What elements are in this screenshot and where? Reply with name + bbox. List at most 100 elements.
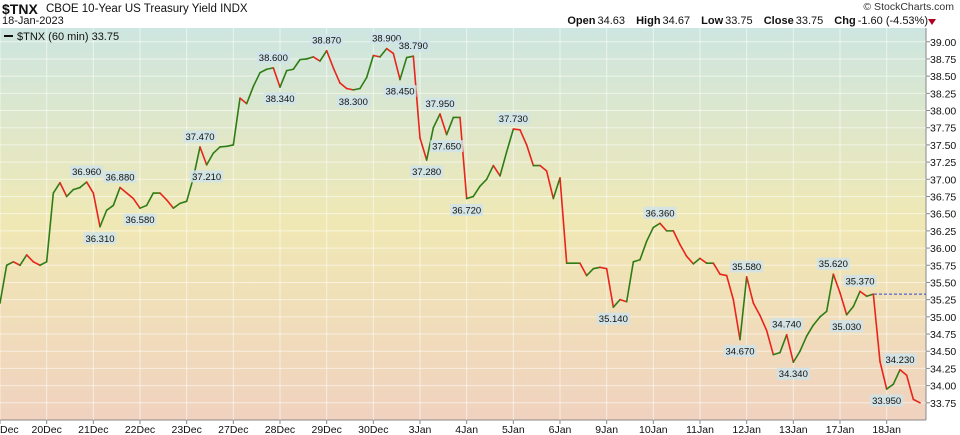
point-label-bg xyxy=(870,394,904,407)
price-segment xyxy=(679,243,688,258)
price-segment xyxy=(525,144,535,167)
y-tick-label: 35.50 xyxy=(930,277,956,289)
price-segment xyxy=(499,150,508,177)
point-label: 36.720 xyxy=(452,206,481,217)
x-tick-label: 22Dec xyxy=(125,424,155,435)
point-label-bg xyxy=(410,165,444,178)
y-tick-label: 33.75 xyxy=(930,398,956,410)
price-segment xyxy=(79,181,88,189)
price-segment xyxy=(799,335,808,353)
security-description: CBOE 10-Year US Treasury Yield INDX xyxy=(46,3,248,15)
price-segment xyxy=(905,374,915,401)
point-label: 36.310 xyxy=(85,234,114,245)
price-segment xyxy=(265,67,275,71)
price-segment xyxy=(65,188,75,198)
price-segment xyxy=(892,368,901,386)
x-tick-label: 4Jan xyxy=(455,424,478,435)
down-arrow-icon xyxy=(928,19,936,25)
price-segment xyxy=(832,273,841,294)
point-label-bg xyxy=(883,353,917,366)
price-segment xyxy=(199,146,208,166)
point-label: 33.950 xyxy=(872,396,901,407)
open-value: 34.63 xyxy=(597,15,626,27)
point-label-bg xyxy=(830,320,864,333)
price-segment xyxy=(879,360,888,390)
point-label-bg xyxy=(770,318,804,331)
price-segment xyxy=(392,52,401,81)
price-segment xyxy=(325,49,335,69)
y-tick-label: 34.25 xyxy=(930,363,956,375)
site-credit[interactable]: © StockCharts.com xyxy=(863,1,954,13)
point-label: 38.600 xyxy=(259,53,288,64)
point-label: 36.960 xyxy=(72,167,101,178)
legend: $TNX (60 min) 33.75 xyxy=(4,31,119,43)
point-label-bg xyxy=(383,85,417,98)
price-segment xyxy=(625,261,635,303)
y-tick-label: 38.75 xyxy=(930,54,956,66)
point-label: 34.230 xyxy=(885,355,914,366)
point-label: 36.880 xyxy=(105,173,134,184)
y-tick-label: 35.25 xyxy=(930,295,956,307)
price-segment xyxy=(725,274,735,301)
point-label-bg xyxy=(430,140,464,153)
point-labels: 36.960 36.310 36.880 36.580 37.470 37.210 38.6… xyxy=(70,32,917,407)
price-segment xyxy=(85,181,95,194)
price-chart[interactable]: 36.960 36.310 36.880 36.580 37.470 37.210 38.6… xyxy=(0,28,960,435)
price-segment xyxy=(145,192,155,207)
price-segment xyxy=(685,255,695,265)
price-segment xyxy=(412,55,421,139)
price-segment xyxy=(659,222,668,232)
x-tick-label: 23Dec xyxy=(171,424,201,435)
price-segment xyxy=(885,383,895,390)
price-segment xyxy=(339,82,348,90)
point-label-bg xyxy=(123,213,157,226)
y-tick-label: 37.00 xyxy=(930,174,956,186)
price-segment xyxy=(692,257,701,265)
ohlc-readout: Open 34.63 High 34.67 Low 33.75 Close 33.75 … xyxy=(559,15,928,27)
point-label-bg xyxy=(843,274,877,287)
price-segment xyxy=(245,85,255,105)
y-tick-label: 39.00 xyxy=(930,37,956,49)
price-segment xyxy=(105,204,115,212)
point-label: 34.740 xyxy=(772,320,801,331)
price-segment xyxy=(639,240,648,261)
y-tick-label: 35.75 xyxy=(930,260,956,272)
price-segment xyxy=(159,192,168,201)
y-axis: 33.75 34.00 34.25 34.50 34.75 35.00 35.25 35.50… xyxy=(926,37,956,410)
price-segment xyxy=(512,128,521,131)
point-label-bg xyxy=(370,32,404,45)
point-label: 35.370 xyxy=(845,276,874,287)
price-segment xyxy=(52,181,61,194)
price-segment xyxy=(239,97,248,105)
price-segment xyxy=(312,56,321,62)
point-label-bg xyxy=(183,130,217,143)
price-segment xyxy=(612,298,621,309)
price-segment xyxy=(492,164,501,177)
price-segment xyxy=(745,276,755,304)
high-label: High xyxy=(636,15,661,27)
price-segment xyxy=(279,69,288,88)
price-segment xyxy=(419,137,428,161)
point-label-bg xyxy=(816,257,850,270)
price-segment xyxy=(285,68,295,72)
price-segment xyxy=(212,146,221,154)
price-segment xyxy=(305,56,315,60)
price-segment xyxy=(345,87,355,91)
y-tick-label: 36.50 xyxy=(930,209,956,221)
ticker-symbol[interactable]: $TNX xyxy=(2,1,38,17)
point-label-bg xyxy=(496,112,530,125)
x-tick-label: 13Jan xyxy=(779,424,808,435)
x-tick-label: 18Jan xyxy=(872,424,901,435)
price-segment xyxy=(119,186,128,194)
point-label-bg xyxy=(256,51,290,64)
price-segment xyxy=(32,261,41,267)
y-tick-label: 36.75 xyxy=(930,191,956,203)
point-label: 37.470 xyxy=(185,132,214,143)
price-series xyxy=(0,47,921,404)
price-segment xyxy=(219,145,228,148)
price-segment xyxy=(372,54,381,58)
price-segment xyxy=(632,258,641,263)
price-segment xyxy=(179,200,188,205)
x-tick-label: 5Jan xyxy=(502,424,525,435)
y-tick-label: 37.75 xyxy=(930,123,956,135)
